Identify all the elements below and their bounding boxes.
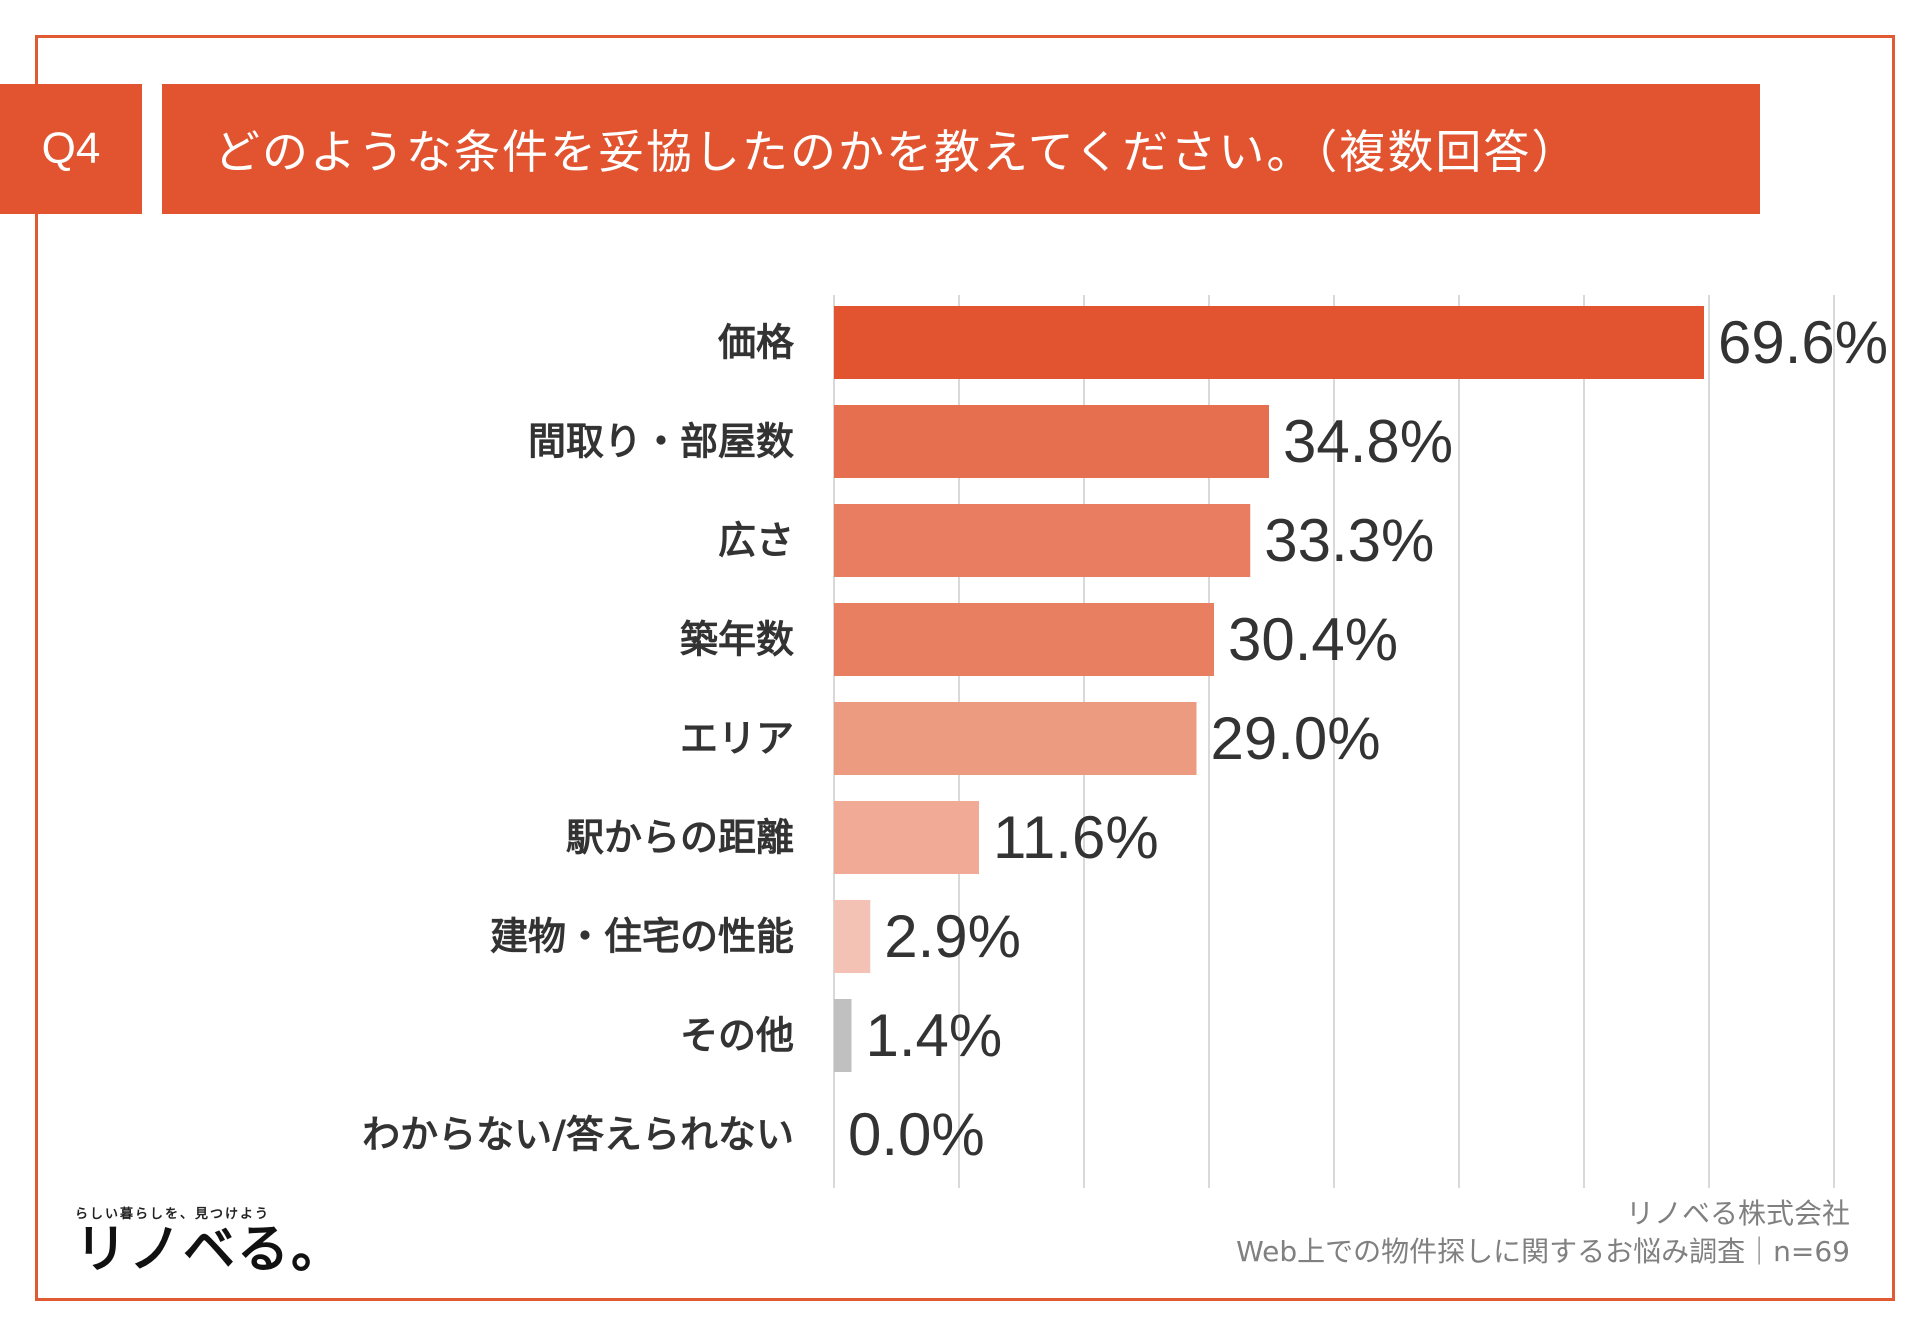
- data-label: 30.4%: [1228, 606, 1398, 673]
- data-label: 29.0%: [1211, 705, 1381, 772]
- category-label: エリア: [680, 717, 794, 761]
- bar: [834, 405, 1269, 478]
- category-label: 駅からの距離: [566, 816, 794, 860]
- bar: [834, 900, 871, 973]
- category-label: 価格: [717, 321, 795, 365]
- footer-company: リノベる株式会社: [1625, 1197, 1850, 1230]
- footer-source: リノベる株式会社 Web上での物件探しに関するお悩み調査｜n=69: [1236, 1195, 1850, 1271]
- brand-tagline: らしい暮らしを、見つけよう: [75, 1207, 271, 1222]
- data-label: 69.6%: [1718, 309, 1888, 376]
- brand-logo-text: リノベる。: [75, 1220, 346, 1280]
- category-label: 間取り・部屋数: [528, 420, 794, 464]
- category-label: 広さ: [718, 519, 794, 563]
- data-label: 0.0%: [848, 1101, 985, 1168]
- bar: [834, 702, 1197, 775]
- data-label: 11.6%: [993, 804, 1159, 871]
- category-label: 建物・住宅の性能: [490, 915, 794, 959]
- bar: [834, 801, 979, 874]
- question-title: どのような条件を妥協したのかを教えてください。（複数回答）: [162, 84, 1760, 214]
- bar: [834, 603, 1214, 676]
- data-label: 1.4%: [866, 1002, 1003, 1069]
- data-label: 34.8%: [1283, 408, 1453, 475]
- category-label: 築年数: [680, 618, 794, 662]
- question-number-badge: Q4: [0, 84, 142, 214]
- chart-frame: [35, 35, 1895, 1301]
- category-label: その他: [680, 1014, 794, 1058]
- category-label: わからない/答えられない: [362, 1113, 794, 1157]
- bar: [834, 999, 852, 1072]
- brand-logo: らしい暮らしを、見つけよう リノベる。: [75, 1203, 345, 1276]
- data-label: 33.3%: [1264, 507, 1434, 574]
- bar: [834, 306, 1704, 379]
- bar: [834, 504, 1251, 577]
- data-label: 2.9%: [884, 903, 1021, 970]
- labels: 価格 69.6% 間取り・部屋数 34.8% 広さ 33.3% 築年数 30.4% エリア 29.…: [362, 309, 1888, 1168]
- footer-survey: Web上での物件探しに関するお悩み調査｜n=69: [1236, 1235, 1850, 1268]
- bars: [834, 306, 1704, 1072]
